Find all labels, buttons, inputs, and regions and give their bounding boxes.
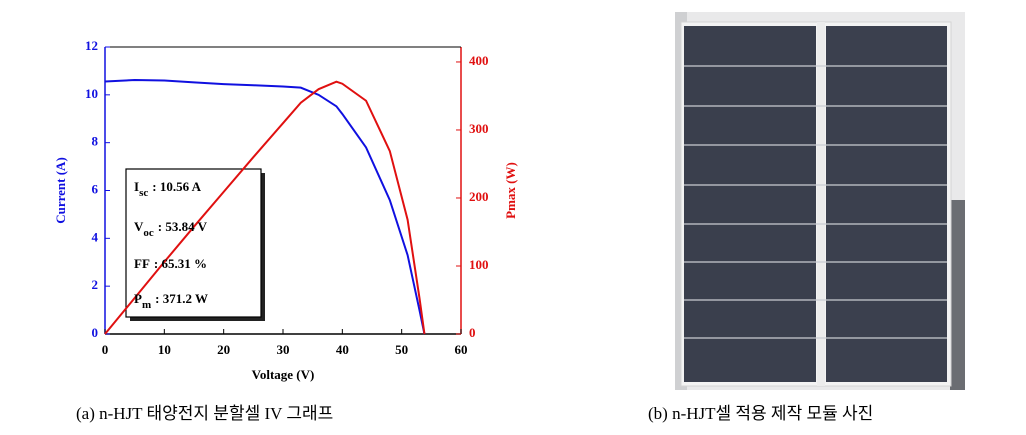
y2-axis-label: Pmax (W) [503, 162, 518, 219]
y2-tick-label: 300 [469, 121, 489, 136]
x-tick-label: 10 [158, 342, 171, 357]
data-line [104, 79, 426, 335]
annotation: Pm : 371.2 W [134, 291, 208, 311]
annotation-symbol: FF [134, 256, 150, 271]
y2-tick-label: 200 [469, 189, 489, 204]
y2-tick-label: 100 [469, 257, 489, 272]
annotation-value: : 10.56 A [152, 179, 201, 194]
annotation-symbol: I [134, 179, 139, 194]
annotation-value: : 53.84 V [158, 219, 208, 234]
annotation: Isc : 10.56 A [134, 179, 202, 199]
y-tick-label: 0 [92, 325, 99, 340]
y-tick-label: 2 [92, 277, 99, 292]
annotation-value: : 65.31 % [154, 256, 207, 271]
annotation: FF : 65.31 % [134, 256, 207, 271]
info-box [125, 168, 262, 318]
x-axis-label: Voltage (V) [252, 367, 315, 382]
x-tick-label: 0 [102, 342, 109, 357]
annotation-symbol: V [134, 219, 144, 234]
y-axis-label: Current (A) [53, 157, 68, 224]
annotation-subscript: oc [143, 227, 154, 239]
annotation-subscript: sc [139, 187, 148, 199]
x-tick-label: 20 [217, 342, 230, 357]
y2-tick-label: 400 [469, 53, 489, 68]
x-tick-label: 60 [455, 342, 468, 357]
y2-tick-label: 0 [469, 325, 476, 340]
annotation: Voc : 53.84 V [134, 219, 208, 239]
caption: (a) n-HJT 태양전지 분할셀 IV 그래프 [76, 404, 333, 423]
data-line [104, 80, 426, 335]
y-tick-label: 10 [85, 86, 98, 101]
module-photo [675, 12, 965, 390]
annotation-subscript: m [142, 299, 151, 311]
annotation-value: : 371.2 W [155, 291, 208, 306]
y-tick-label: 8 [92, 134, 99, 149]
caption: (b) n-HJT셀 적용 제작 모듈 사진 [648, 404, 873, 423]
x-tick-label: 40 [336, 342, 349, 357]
y-tick-label: 12 [85, 38, 98, 53]
y-tick-label: 6 [92, 181, 99, 196]
y-tick-label: 4 [92, 229, 99, 244]
x-tick-label: 30 [277, 342, 290, 357]
annotation-symbol: P [134, 291, 142, 306]
x-tick-label: 50 [395, 342, 408, 357]
